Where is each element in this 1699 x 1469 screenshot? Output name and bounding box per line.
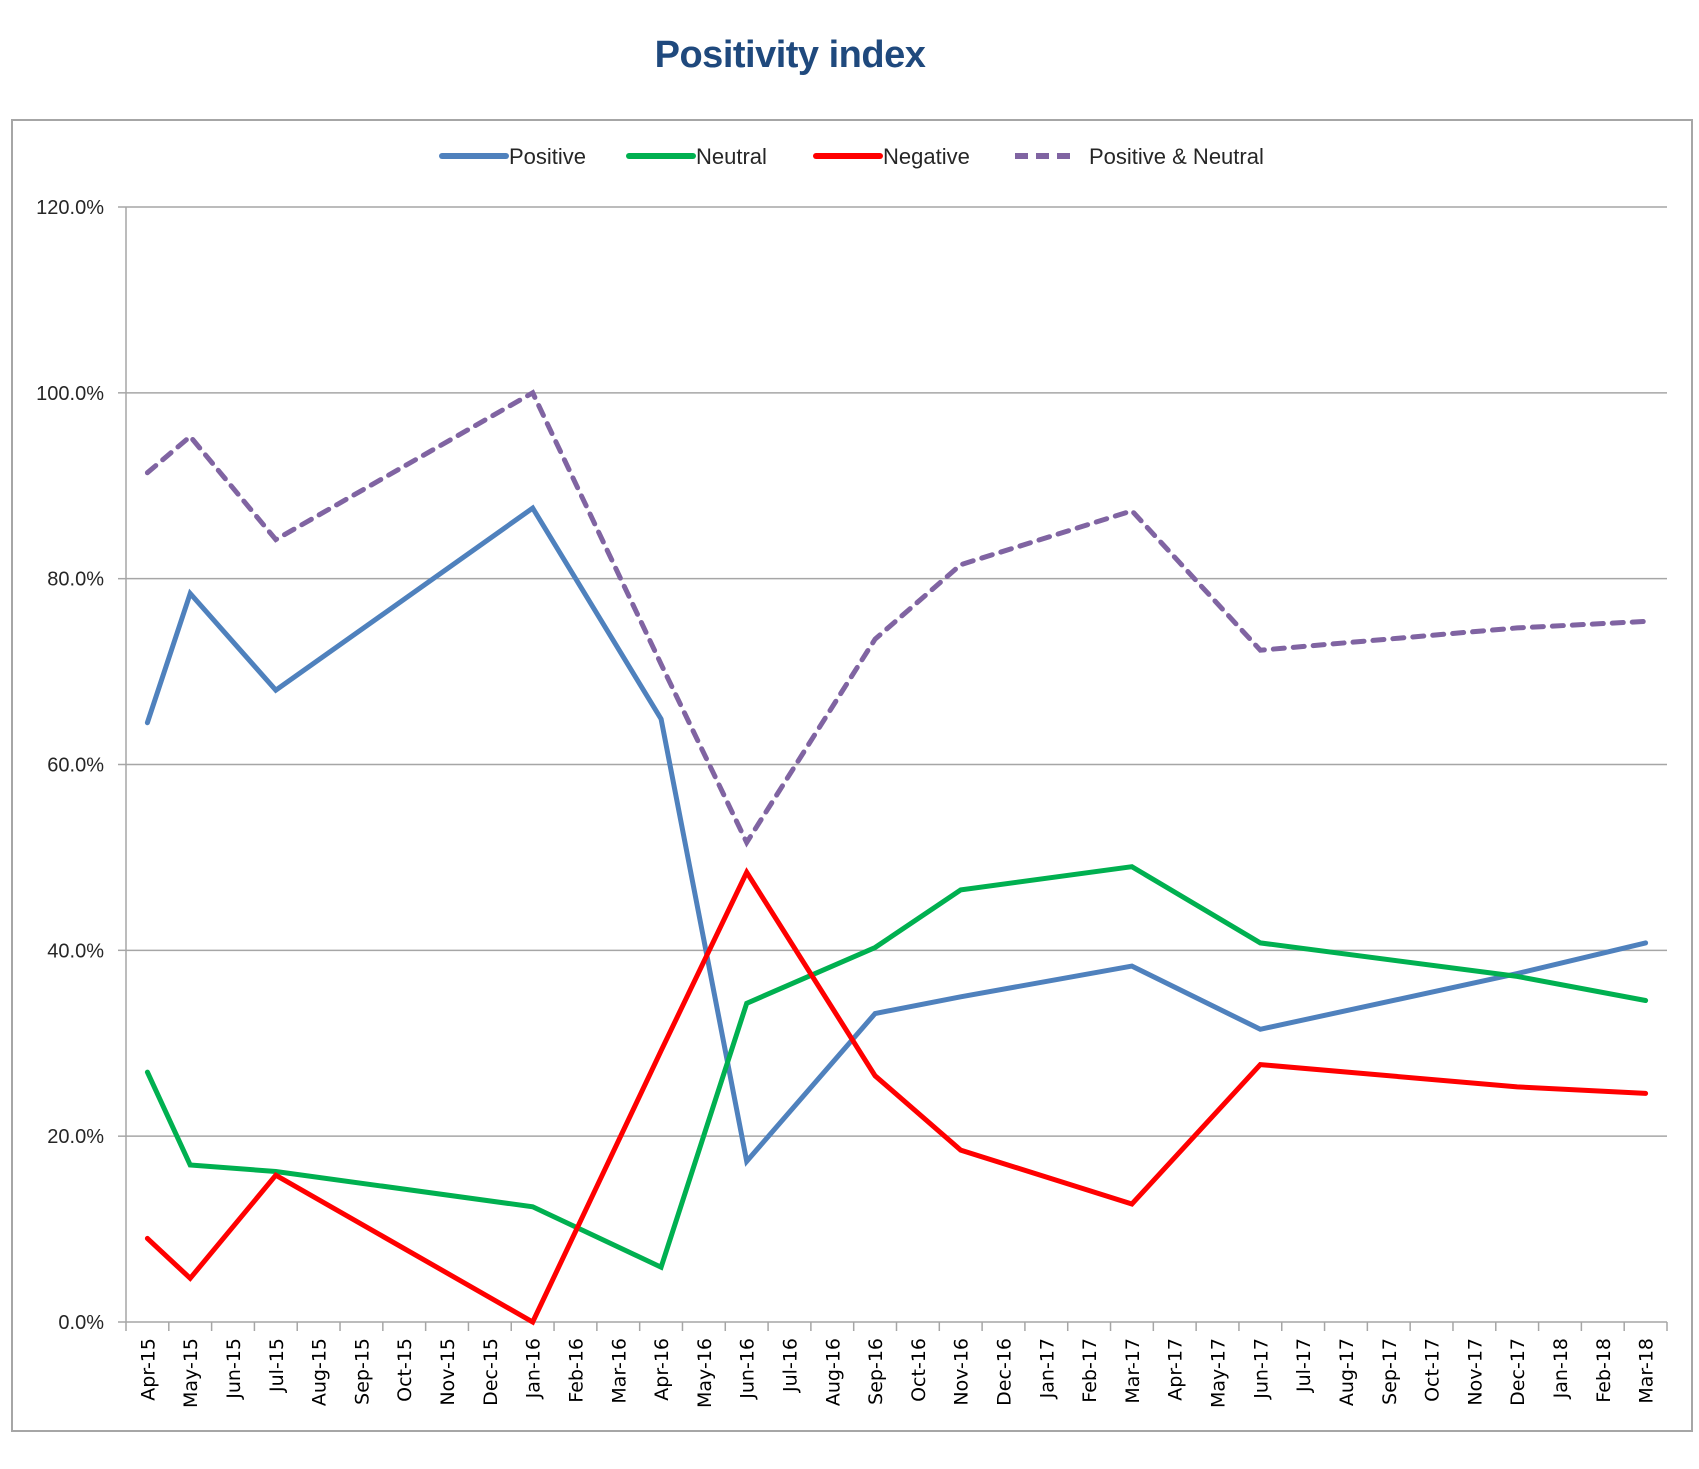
y-tick-label: 40.0% [47, 940, 104, 962]
x-tick-label: Jul-15 [266, 1338, 288, 1393]
x-tick-label: Sep-15 [351, 1338, 373, 1405]
legend: Positive Neutral Negative Positive & Neutra… [439, 144, 1264, 169]
x-tick-label: Feb-18 [1593, 1338, 1615, 1403]
x-tick-label: Jul-17 [1293, 1338, 1315, 1393]
series-line-positive-neutral [144, 389, 1649, 848]
x-tick-label: Dec-16 [994, 1338, 1016, 1406]
x-tick-label: May-17 [1208, 1338, 1230, 1408]
x-tick-label: Nov-15 [437, 1338, 459, 1406]
legend-item: Positive & Neutral [1015, 144, 1264, 169]
x-tick-label: Feb-17 [1079, 1338, 1101, 1403]
x-axis-tick-labels: Apr-15 May-15 Jun-15 Jul-15 Aug-15 Sep-15 Oct-… [137, 1338, 1657, 1408]
x-tick-label: Nov-17 [1464, 1338, 1486, 1406]
x-tick-label: Aug-15 [309, 1338, 331, 1406]
y-axis-tick-labels: 0.0% 20.0% 40.0% 60.0% 80.0% 100.0% 120.0% [36, 197, 104, 1334]
y-tick-label: 0.0% [58, 1312, 104, 1334]
chart-title: Positivity index [654, 34, 926, 76]
x-tick-label: Oct-16 [908, 1338, 930, 1402]
x-tick-label: Jan-17 [1036, 1338, 1058, 1399]
series-line-negative [144, 867, 1649, 1326]
axes [118, 206, 1668, 1331]
x-tick-label: Apr-17 [1165, 1338, 1187, 1401]
x-tick-label: Jun-15 [223, 1338, 245, 1400]
x-tick-label: Mar-18 [1636, 1338, 1658, 1404]
x-tick-label: Aug-16 [822, 1338, 844, 1406]
legend-label: Neutral [696, 144, 767, 169]
x-tick-label: May-16 [694, 1338, 716, 1408]
x-tick-label: Jun-17 [1250, 1338, 1272, 1400]
y-tick-label: 80.0% [47, 569, 104, 591]
x-tick-label: Sep-17 [1379, 1338, 1401, 1405]
legend-label: Negative [883, 144, 970, 169]
x-tick-label: Oct-15 [394, 1338, 416, 1402]
x-tick-label: Jan-16 [523, 1338, 545, 1399]
legend-item: Neutral [626, 144, 767, 169]
x-tick-label: Feb-16 [565, 1338, 587, 1403]
x-tick-label: Apr-16 [651, 1338, 673, 1401]
x-tick-label: Nov-16 [951, 1338, 973, 1406]
y-tick-label: 20.0% [47, 1126, 104, 1148]
y-tick-label: 100.0% [36, 383, 104, 405]
x-tick-label: Apr-15 [137, 1338, 159, 1401]
x-tick-label: Sep-16 [865, 1338, 887, 1405]
x-tick-label: Jun-16 [737, 1338, 759, 1400]
y-tick-label: 120.0% [36, 197, 104, 219]
x-tick-label: May-15 [180, 1338, 202, 1408]
y-tick-label: 60.0% [47, 755, 104, 777]
chart-frame [11, 119, 1693, 1432]
legend-label: Positive & Neutral [1089, 144, 1264, 169]
x-tick-label: Mar-17 [1122, 1338, 1144, 1404]
x-tick-label: Jul-16 [779, 1338, 801, 1393]
x-tick-label: Mar-16 [608, 1338, 630, 1404]
legend-item: Negative [813, 144, 970, 169]
gridlines [126, 206, 1667, 1137]
series-lines [144, 389, 1649, 1326]
x-tick-label: Dec-15 [480, 1338, 502, 1406]
legend-label: Positive [509, 144, 586, 169]
legend-item: Positive [439, 144, 586, 169]
x-tick-label: Oct-17 [1422, 1338, 1444, 1402]
x-tick-label: Dec-17 [1507, 1338, 1529, 1406]
x-tick-label: Jan-18 [1550, 1338, 1572, 1399]
series-line-positive [144, 504, 1649, 1167]
series-line-neutral [144, 864, 1649, 1271]
x-tick-label: Aug-17 [1336, 1338, 1358, 1406]
